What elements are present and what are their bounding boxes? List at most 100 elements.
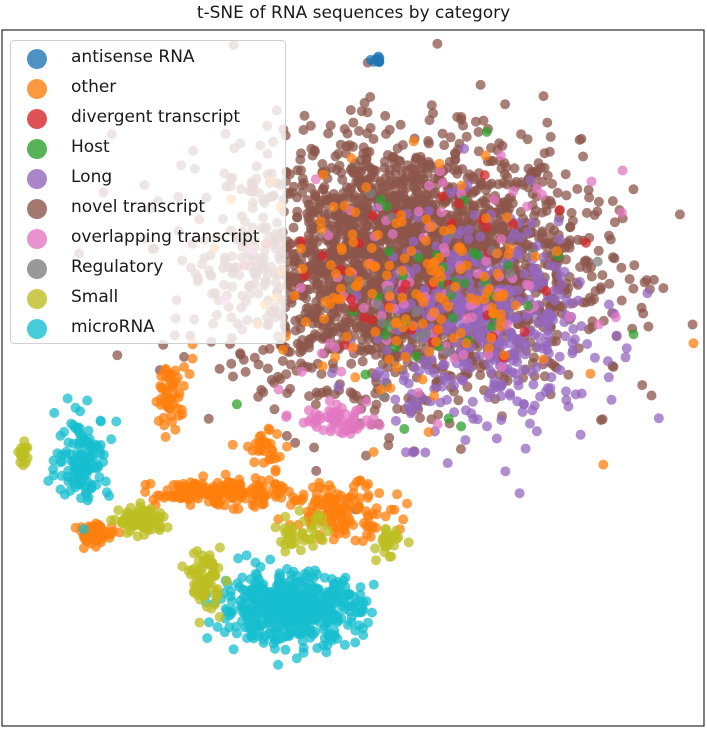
point [258,345,269,355]
point [183,565,194,576]
point [291,653,302,664]
point [456,112,467,122]
point [55,430,66,441]
point [288,596,299,607]
point [342,188,353,199]
point [423,136,434,146]
point [227,439,238,450]
point [381,201,392,212]
point [554,234,565,245]
point [581,237,591,248]
point [648,274,659,285]
point [367,210,378,221]
point [390,318,401,329]
point [111,416,122,427]
point [408,321,418,331]
point [357,335,368,345]
point [323,128,334,139]
point [442,458,453,469]
point [512,357,523,367]
point [470,116,481,127]
point [392,403,403,414]
point [202,633,213,644]
point [330,151,341,162]
point [270,479,281,489]
point [170,424,181,435]
point [323,230,334,241]
point [400,352,411,362]
point [370,261,381,272]
point [89,521,99,532]
point [521,311,532,322]
point [368,56,379,67]
point [480,150,491,161]
point [457,206,468,217]
point [296,255,307,266]
point [327,368,337,379]
point [348,342,358,353]
point [448,333,459,344]
point [424,180,434,191]
point [293,586,304,597]
point [423,206,434,217]
point [413,206,424,217]
point [519,269,530,280]
point [350,535,361,546]
point [173,410,184,421]
point [502,212,513,223]
point [361,158,372,169]
point [411,153,422,164]
point [387,229,398,239]
point [159,420,170,431]
legend-item-regulatory: Regulatory [11,254,285,284]
point [464,224,475,235]
point [592,256,603,267]
point [270,466,281,477]
point [428,108,438,119]
point [371,370,382,381]
legend-marker [27,259,47,279]
point [258,387,269,398]
point [328,201,339,212]
point [340,339,350,350]
point [305,183,316,194]
point [146,515,156,526]
legend-item-host: Host [11,134,285,164]
point [265,554,276,565]
point [443,301,454,312]
point [508,219,518,230]
point [468,247,479,258]
point [413,387,424,398]
point [415,413,425,423]
point [350,372,361,383]
cluster-small-18 [370,524,414,566]
point [204,617,215,628]
point [335,283,346,294]
point [497,220,508,231]
point [467,396,478,407]
point [464,169,475,180]
point [556,279,567,290]
point [78,524,89,535]
point [95,416,106,427]
point [285,527,296,538]
point [437,360,448,371]
point [298,516,309,527]
point [417,318,428,329]
point [541,286,552,297]
point [586,176,597,187]
point [166,394,177,405]
point [434,292,445,303]
point [411,263,422,274]
point [358,303,369,313]
point [330,268,341,279]
point [308,573,319,584]
point [48,470,59,481]
point [379,532,390,543]
point [607,196,618,207]
point [584,192,595,203]
point [301,293,311,304]
point [315,216,326,227]
cluster-small-14 [106,498,173,542]
